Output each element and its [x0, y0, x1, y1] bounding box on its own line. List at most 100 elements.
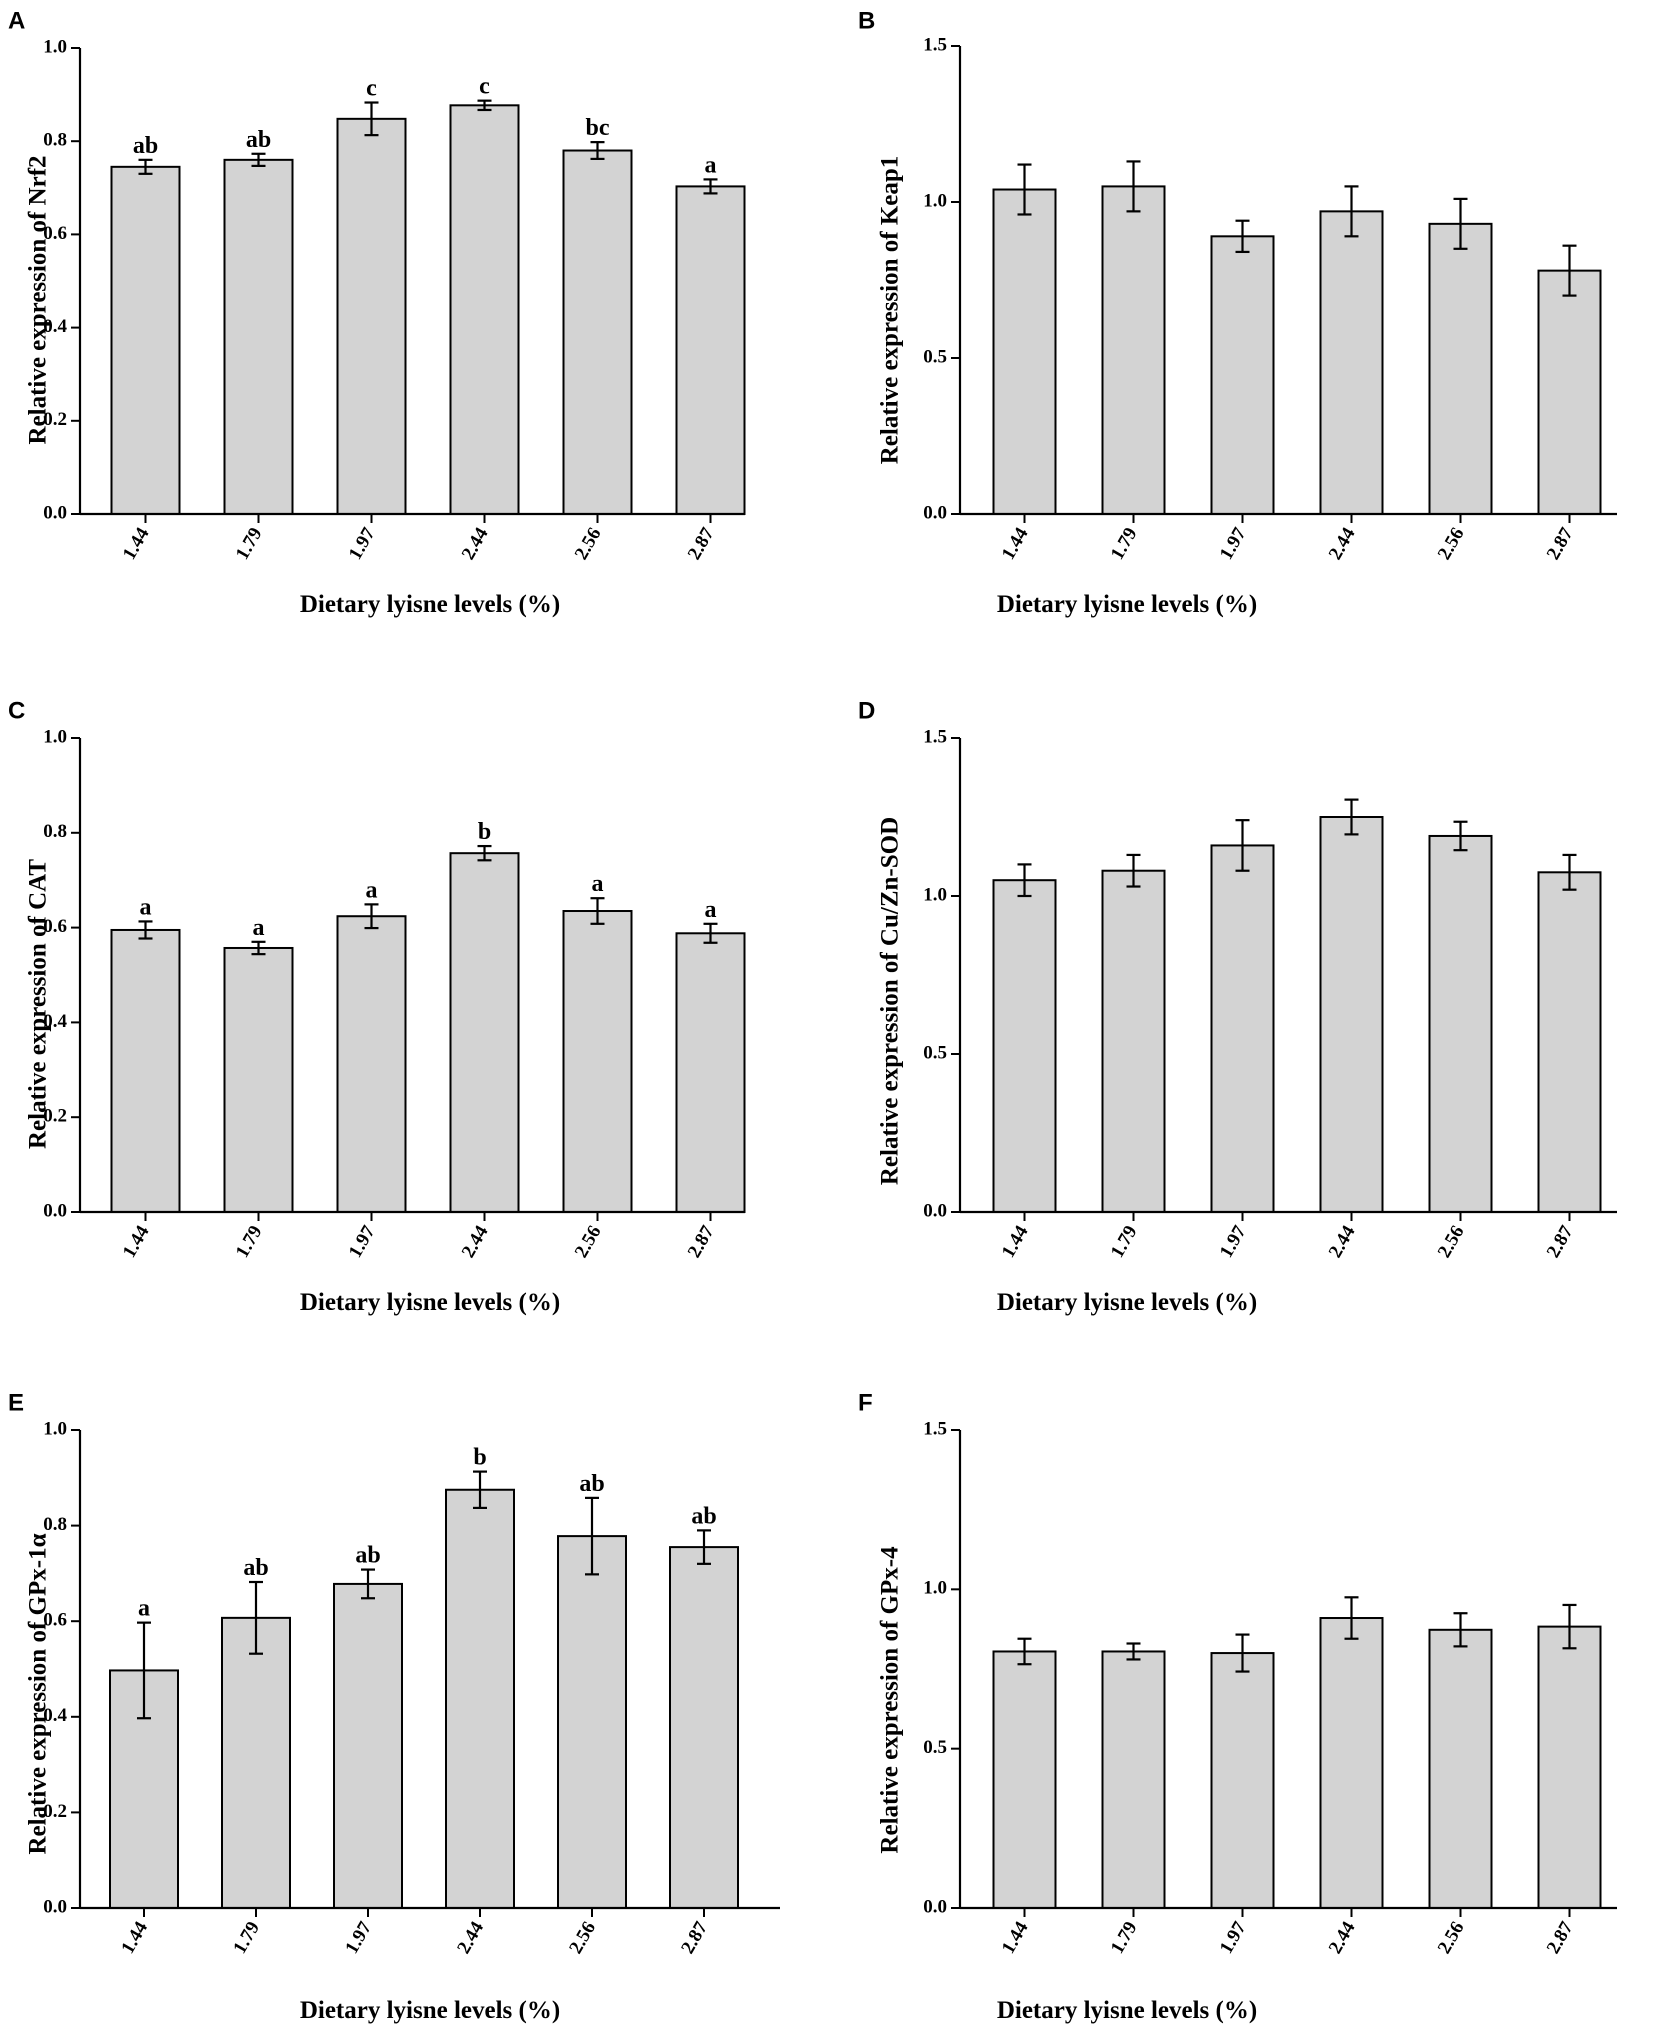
- panel-a: Aab 1.44 ab 1.79 c 1.97 c 2.44 bc 2.56 a 2.87 0.0 0.2…: [8, 7, 746, 618]
- panel-b: B 1.44 1.79 1.97 2.44 2.56 2.87 0.0 0.5 1.0 1.5 Rel…: [858, 7, 1617, 618]
- panel-letter: C: [8, 697, 25, 724]
- y-tick-label: 0.6: [43, 223, 67, 244]
- y-tick-label: 0.4: [43, 316, 67, 337]
- x-tick-label: 1.97: [345, 524, 380, 564]
- y-tick-label: 1.0: [43, 36, 67, 57]
- error-bar: [703, 178, 718, 195]
- error-bar: [1562, 1603, 1577, 1650]
- significance-label: a: [705, 152, 717, 178]
- bar: [1210, 844, 1275, 1213]
- y-tick-label: 0.5: [923, 1042, 947, 1063]
- panel-letter: A: [8, 7, 25, 34]
- y-tick-label: 0.8: [43, 1514, 67, 1535]
- x-axis-title: Dietary lyisne levels (%): [300, 591, 560, 618]
- y-tick-label: 0.0: [923, 1896, 947, 1917]
- x-tick-label: 1.44: [117, 1918, 152, 1958]
- error-bar: [585, 1496, 599, 1576]
- error-bar: [1017, 163, 1032, 216]
- panel-letter: D: [858, 697, 875, 724]
- y-axis-title: Relative expression of GPx-1α: [25, 1533, 52, 1854]
- y-axis-title: Relative expression of CAT: [25, 859, 52, 1149]
- y-axis-title: Relative expression of GPx-4: [877, 1546, 904, 1854]
- y-tick-label: 0.4: [43, 1705, 67, 1726]
- bar: [223, 158, 294, 515]
- y-tick-label: 1.0: [43, 1418, 67, 1439]
- x-tick-label: 2.87: [1543, 1222, 1578, 1262]
- x-tick-label: 1.97: [1216, 1918, 1251, 1958]
- bar: [333, 1582, 403, 1910]
- x-axis-title: Dietary lyisne levels (%): [997, 1289, 1257, 1316]
- bar: [1210, 1652, 1275, 1909]
- y-tick-label: 1.5: [923, 726, 947, 747]
- y-tick-label: 0.6: [43, 1610, 67, 1631]
- error-bar: [1453, 197, 1468, 250]
- significance-label: c: [479, 74, 490, 100]
- significance-label: a: [592, 871, 604, 897]
- x-tick-label: 2.44: [458, 524, 493, 564]
- y-tick-label: 1.0: [923, 190, 947, 211]
- y-tick-label: 0.0: [923, 502, 947, 523]
- significance-label: bc: [586, 115, 610, 141]
- error-bar: [1017, 1637, 1032, 1666]
- y-tick-label: 0.8: [43, 130, 67, 151]
- x-tick-label: 1.97: [341, 1918, 376, 1958]
- x-tick-label: 2.87: [1543, 1918, 1578, 1958]
- error-bar: [1126, 853, 1141, 888]
- error-bar: [1562, 853, 1577, 891]
- significance-label: a: [253, 915, 265, 941]
- panel-letter: B: [858, 7, 875, 34]
- y-tick-label: 1.0: [43, 726, 67, 747]
- bar: [992, 1650, 1057, 1910]
- bar: [223, 946, 294, 1213]
- x-axis-title: Dietary lyisne levels (%): [997, 1997, 1257, 2024]
- y-tick-label: 0.8: [43, 821, 67, 842]
- x-axis-title: Dietary lyisne levels (%): [300, 1997, 560, 2024]
- significance-label: b: [473, 1445, 486, 1471]
- significance-label: a: [140, 894, 152, 920]
- x-tick-label: 2.87: [677, 1918, 712, 1958]
- y-tick-label: 0.0: [43, 502, 67, 523]
- error-bar: [1235, 219, 1250, 254]
- significance-label: a: [138, 1596, 150, 1622]
- x-tick-label: 2.44: [1325, 1918, 1360, 1958]
- bar: [336, 915, 407, 1213]
- y-tick-label: 0.0: [923, 1200, 947, 1221]
- x-tick-label: 1.97: [345, 1222, 380, 1262]
- panel-f: F 1.44 1.79 1.97 2.44 2.56 2.87 0.0 0.5 1.0 1.5 Rel…: [858, 1389, 1617, 2024]
- panel-d: D 1.44 1.79 1.97 2.44 2.56 2.87 0.0 0.5 1.0 1.5 Rel…: [858, 697, 1617, 1316]
- significance-label: ab: [133, 133, 158, 159]
- error-bar: [1453, 1612, 1468, 1648]
- y-axis-title: Relative expression of Cu/Zn-SOD: [877, 817, 904, 1185]
- bar: [1428, 222, 1493, 515]
- bar: [1101, 1650, 1166, 1910]
- significance-label: ab: [691, 1503, 716, 1529]
- error-bar: [473, 1470, 487, 1510]
- x-tick-label: 2.56: [1434, 1222, 1469, 1261]
- y-tick-label: 0.5: [923, 1737, 947, 1758]
- bar: [1537, 269, 1602, 516]
- bar: [221, 1616, 291, 1909]
- x-tick-label: 2.87: [684, 524, 719, 564]
- bar: [1428, 834, 1493, 1214]
- y-tick-label: 0.5: [923, 346, 947, 367]
- bar: [675, 185, 746, 515]
- error-bar: [138, 158, 153, 175]
- y-axis-title: Relative expression of Nrf2: [25, 155, 52, 444]
- x-tick-label: 1.44: [998, 524, 1033, 564]
- bar: [449, 104, 520, 516]
- x-tick-label: 2.56: [571, 524, 606, 563]
- bar: [669, 1546, 739, 1909]
- y-tick-label: 0.2: [43, 1801, 67, 1822]
- error-bar: [477, 99, 492, 112]
- x-tick-label: 1.44: [119, 1222, 154, 1262]
- bar: [1537, 871, 1602, 1213]
- error-bar: [251, 152, 266, 167]
- x-tick-label: 2.87: [1543, 524, 1578, 564]
- bar: [1537, 1625, 1602, 1909]
- y-tick-label: 0.2: [43, 409, 67, 430]
- bar: [336, 117, 407, 515]
- x-tick-label: 1.79: [1107, 1918, 1142, 1957]
- error-bar: [249, 1580, 263, 1655]
- y-tick-label: 1.0: [923, 1578, 947, 1599]
- error-bar: [1126, 1642, 1141, 1661]
